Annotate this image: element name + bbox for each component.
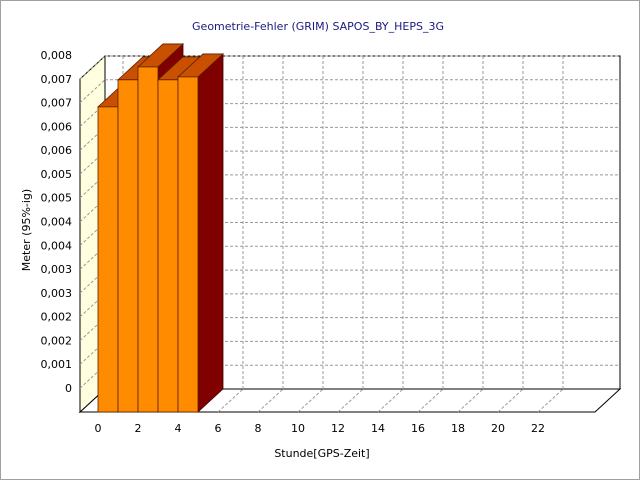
- x-tick-label: 10: [291, 422, 305, 435]
- x-tick-label: 22: [531, 422, 545, 435]
- y-tick-label: 0,002: [41, 334, 73, 347]
- grid-line: [79, 174, 106, 199]
- grid-line: [79, 293, 106, 318]
- y-tick-label: 0,007: [41, 97, 73, 110]
- y-tick-label: 0,004: [41, 216, 73, 229]
- x-axis-label: Stunde[GPS-Zeit]: [274, 447, 369, 460]
- y-tick-label: 0,005: [41, 168, 73, 181]
- grid-line: [417, 388, 444, 413]
- bar: [157, 79, 179, 413]
- y-tick-label: 0,001: [41, 358, 73, 371]
- chart-title: Geometrie-Fehler (GRIM) SAPOS_BY_HEPS_3G: [192, 20, 444, 33]
- x-tick-label: 16: [411, 422, 425, 435]
- y-tick-label: 0,004: [41, 239, 73, 252]
- bar-side: [197, 53, 224, 413]
- bar: [177, 76, 199, 413]
- y-tick-label: 0,006: [41, 144, 73, 157]
- y-tick-label: 0,002: [41, 311, 73, 324]
- bar: [137, 66, 159, 413]
- bar: [97, 106, 119, 413]
- x-tick-label: 4: [175, 422, 182, 435]
- grid-line: [79, 364, 106, 389]
- y-tick-label: 0: [65, 382, 72, 395]
- grid-line: [79, 126, 106, 151]
- grid-line: [497, 388, 524, 413]
- grid-line: [79, 341, 106, 365]
- grid-line: [377, 388, 404, 413]
- x-tick-label: 20: [491, 422, 505, 435]
- grid-line: [79, 317, 106, 342]
- grid-line: [337, 388, 364, 413]
- y-tick-label: 0,007: [41, 73, 73, 86]
- y-tick-label: 0,005: [41, 192, 73, 205]
- grid-line: [457, 388, 484, 413]
- x-tick-label: 2: [135, 422, 142, 435]
- y-axis-label: Meter (95%-ig): [20, 189, 33, 271]
- x-tick-label: 0: [95, 422, 102, 435]
- x-tick-label: 6: [215, 422, 222, 435]
- x-tick-label: 18: [451, 422, 465, 435]
- x-tick-label: 8: [255, 422, 262, 435]
- grid-line: [79, 269, 106, 294]
- x-tick-label: 14: [371, 422, 385, 435]
- grid-line: [79, 222, 106, 246]
- grid-line: [79, 103, 106, 127]
- bar: [117, 79, 139, 413]
- y-tick-label: 0,006: [41, 120, 73, 133]
- y-tick-label: 0,003: [41, 287, 73, 300]
- y-tick-label: 0,008: [41, 49, 73, 62]
- grid-line: [257, 388, 284, 413]
- grid-line: [79, 55, 106, 80]
- grid-line: [537, 388, 564, 413]
- grid-line: [79, 245, 106, 270]
- grid-line: [79, 150, 106, 175]
- x-tick-label: 12: [331, 422, 345, 435]
- grid-line: [79, 79, 106, 104]
- grid-line: [297, 388, 324, 413]
- y-tick-label: 0,003: [41, 263, 73, 276]
- grid-line: [217, 388, 244, 413]
- grid-line: [79, 198, 106, 223]
